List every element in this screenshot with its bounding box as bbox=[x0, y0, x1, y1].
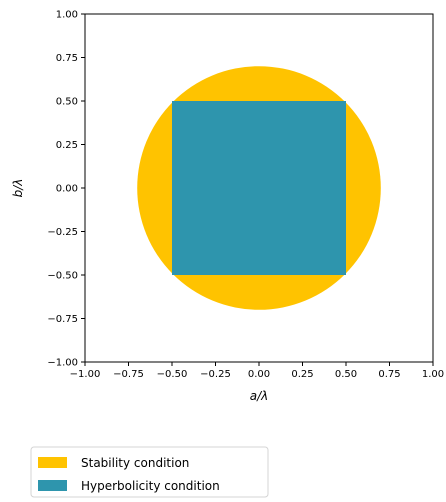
x-tick-label: 1.00 bbox=[422, 369, 444, 380]
legend-entry-label: Hyperbolicity condition bbox=[81, 479, 220, 493]
hyperbolicity-region bbox=[172, 101, 346, 275]
x-tick-label: −0.75 bbox=[113, 369, 144, 380]
x-tick-label: −1.00 bbox=[70, 369, 101, 380]
y-tick-label: 0.00 bbox=[56, 184, 78, 195]
legend: Stability condition Hyperbolicity conditi… bbox=[30, 446, 269, 498]
y-tick-label: −0.25 bbox=[47, 227, 78, 238]
x-axis-label: a/λ bbox=[250, 389, 269, 403]
x-tick-label: −0.25 bbox=[200, 369, 231, 380]
y-tick-label: 1.00 bbox=[56, 10, 78, 21]
y-tick-label: 0.25 bbox=[56, 140, 78, 151]
legend-box bbox=[30, 446, 269, 498]
plot-area bbox=[84, 13, 434, 363]
x-tick-label: −0.50 bbox=[157, 369, 188, 380]
y-tick-label: −1.00 bbox=[47, 358, 78, 369]
x-axis: −1.00 −0.75 −0.50 −0.25 0.00 0.25 0.50 0.75 1.00 bbox=[70, 362, 444, 380]
x-tick-label: 0.50 bbox=[335, 369, 357, 380]
y-tick-label: −0.50 bbox=[47, 271, 78, 282]
x-tick-label: 0.00 bbox=[248, 369, 270, 380]
legend-swatch bbox=[38, 457, 67, 468]
x-tick-label: 0.25 bbox=[291, 369, 313, 380]
y-axis-label: b/λ bbox=[11, 179, 25, 198]
y-tick-label: 0.75 bbox=[56, 53, 78, 64]
legend-swatch bbox=[38, 480, 67, 491]
y-tick-label: 0.50 bbox=[56, 97, 78, 108]
y-axis: −1.00 −0.75 −0.50 −0.25 0.00 0.25 0.50 0.75 1.00 bbox=[47, 10, 85, 369]
x-tick-label: 0.75 bbox=[378, 369, 400, 380]
legend-entry-label: Stability condition bbox=[81, 456, 189, 470]
y-tick-label: −0.75 bbox=[47, 314, 78, 325]
